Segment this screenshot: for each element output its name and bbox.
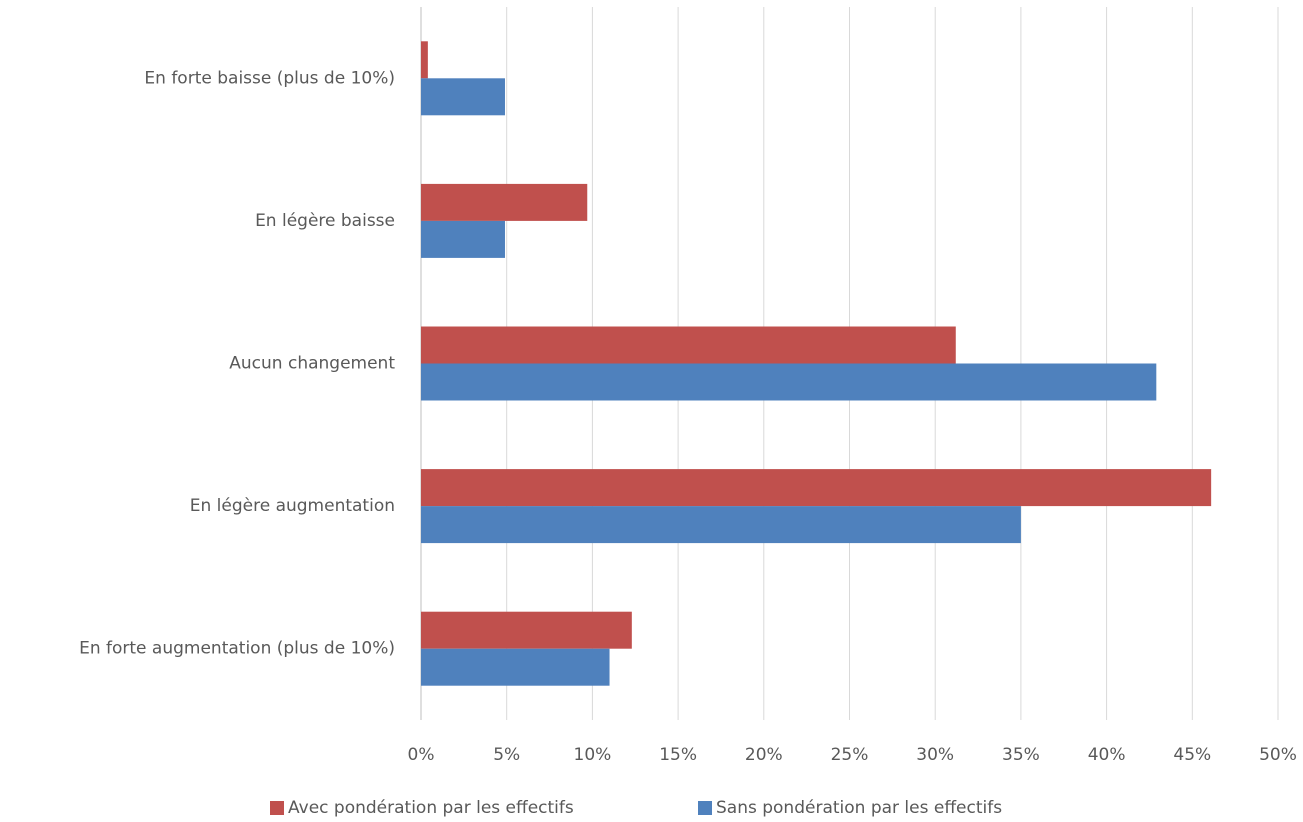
bar — [421, 183, 588, 221]
legend-label: Sans pondération par les effectifs — [716, 798, 1002, 818]
x-tick-label: 5% — [493, 745, 520, 765]
legend-label: Avec pondération par les effectifs — [288, 798, 574, 818]
y-tick-label: En forte augmentation (plus de 10%) — [79, 639, 395, 659]
bar — [421, 41, 428, 79]
y-tick-label: Aucun changement — [229, 354, 395, 374]
x-tick-label: 15% — [659, 745, 697, 765]
x-tick-label: 40% — [1088, 745, 1126, 765]
bar — [421, 220, 505, 258]
y-tick-label: En légère baisse — [255, 211, 395, 231]
x-tick-label: 35% — [1002, 745, 1040, 765]
x-tick-label: 25% — [831, 745, 869, 765]
x-tick-label: 20% — [745, 745, 783, 765]
y-tick-label: En légère augmentation — [190, 496, 395, 516]
x-tick-label: 30% — [916, 745, 954, 765]
bar — [421, 326, 956, 364]
legend-swatch — [270, 801, 284, 815]
x-tick-label: 50% — [1259, 745, 1297, 765]
y-tick-label: En forte baisse (plus de 10%) — [144, 68, 395, 88]
x-tick-label: 0% — [408, 745, 435, 765]
x-tick-label: 10% — [574, 745, 612, 765]
bar — [421, 469, 1212, 507]
bar — [421, 648, 610, 686]
bar — [421, 363, 1157, 401]
x-tick-label: 45% — [1173, 745, 1211, 765]
legend-swatch — [698, 801, 712, 815]
bar — [421, 611, 632, 649]
bar — [421, 78, 505, 116]
bar — [421, 506, 1021, 544]
